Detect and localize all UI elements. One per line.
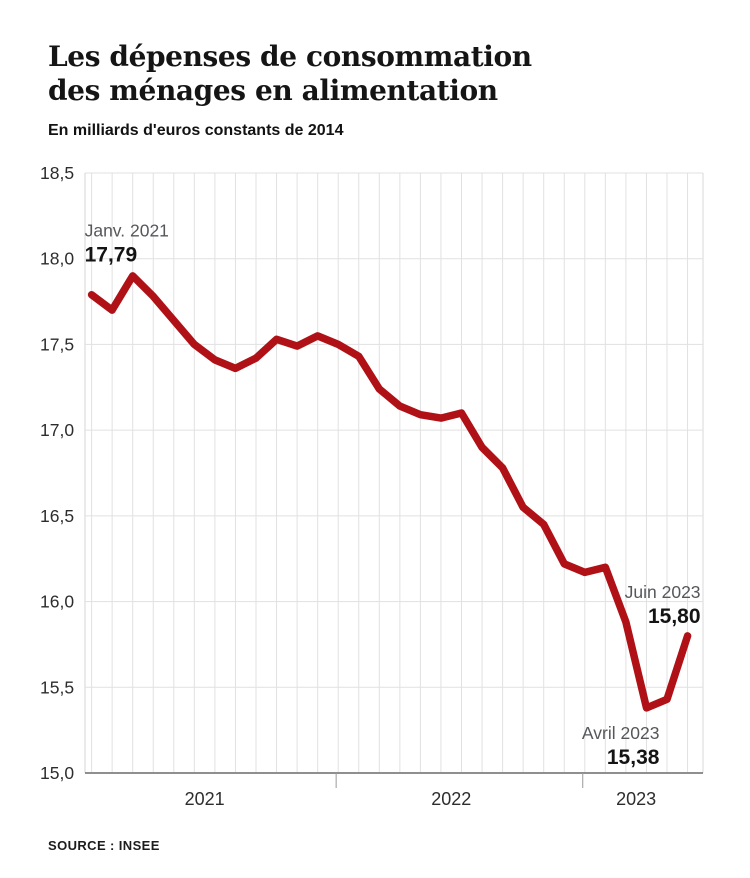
- svg-text:15,0: 15,0: [40, 763, 74, 783]
- month-gridlines: [84, 173, 704, 773]
- title-line-1: Les dépenses de consommation: [48, 40, 532, 73]
- svg-text:Avril 2023: Avril 2023: [582, 723, 660, 743]
- consumption-line-chart: 18,5 18,0 17,5 17,0 16,5 16,0 15,5 15,0 2021 2022…: [40, 163, 704, 809]
- svg-text:16,0: 16,0: [40, 592, 74, 612]
- svg-text:2021: 2021: [185, 789, 225, 809]
- svg-text:17,5: 17,5: [40, 334, 74, 354]
- chart-header: Les dépenses de consommation des ménages…: [48, 40, 708, 140]
- svg-text:2022: 2022: [431, 789, 471, 809]
- title-line-2: des ménages en alimentation: [48, 74, 498, 107]
- page-title: Les dépenses de consommation des ménages…: [48, 40, 708, 108]
- year-ticks: [335, 773, 584, 788]
- x-axis-labels: 2021 2022 2023: [185, 789, 657, 809]
- svg-text:15,80: 15,80: [648, 605, 701, 628]
- source-credit: SOURCE : INSEE: [48, 838, 160, 853]
- svg-text:18,0: 18,0: [40, 249, 74, 269]
- svg-text:2023: 2023: [616, 789, 656, 809]
- chart-unit-subtitle: En milliards d'euros constants de 2014: [48, 122, 344, 139]
- svg-text:18,5: 18,5: [40, 163, 74, 183]
- chart-area: 18,5 18,0 17,5 17,0 16,5 16,0 15,5 15,0 2021 2022…: [0, 160, 750, 840]
- value-gridlines: [85, 172, 703, 774]
- svg-text:Juin 2023: Juin 2023: [625, 582, 701, 602]
- svg-text:15,5: 15,5: [40, 677, 74, 697]
- annotations: Janv. 2021 17,79 Juin 2023 15,80 Avril 2023 1…: [85, 221, 701, 769]
- svg-text:17,79: 17,79: [85, 244, 138, 267]
- svg-text:16,5: 16,5: [40, 506, 74, 526]
- svg-text:15,38: 15,38: [607, 746, 660, 769]
- svg-text:17,0: 17,0: [40, 420, 74, 440]
- series-line: [87, 272, 692, 712]
- svg-text:Janv. 2021: Janv. 2021: [85, 221, 169, 241]
- y-axis-labels: 18,5 18,0 17,5 17,0 16,5 16,0 15,5 15,0: [40, 163, 74, 783]
